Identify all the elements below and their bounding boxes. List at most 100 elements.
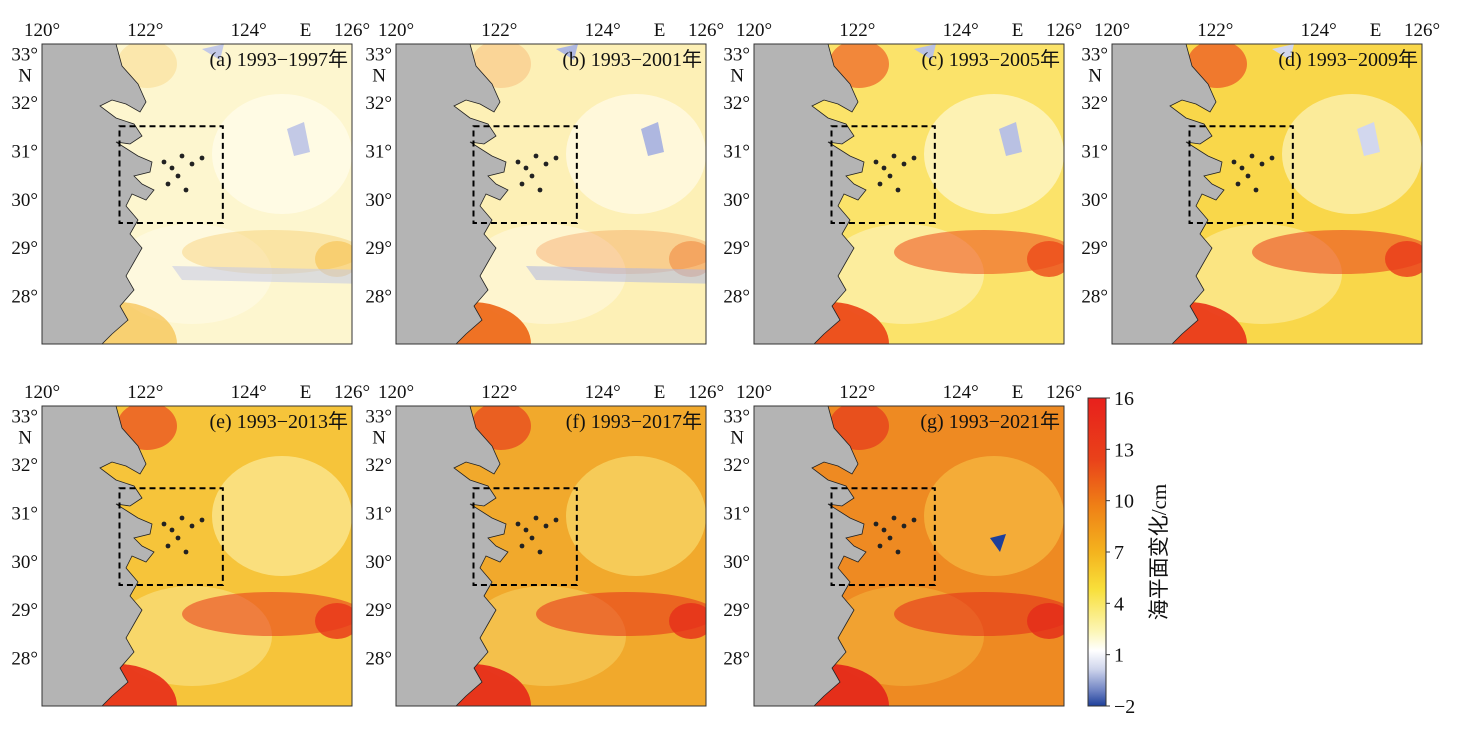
lat-tick-label: 29° <box>11 238 38 259</box>
lon-tick-label: 126° <box>1046 382 1082 403</box>
lat-tick-label: 30° <box>723 552 750 573</box>
island <box>519 543 525 549</box>
island <box>189 523 195 529</box>
lat-tick-label: 33° <box>365 407 392 428</box>
land <box>42 44 155 344</box>
lon-tick-label: 122° <box>839 20 875 41</box>
lon-tick-label: 120° <box>24 382 60 403</box>
island <box>887 535 893 541</box>
island <box>165 543 171 549</box>
lat-tick-label: 33° <box>11 45 38 66</box>
lat-hemisphere-label: N <box>372 66 386 87</box>
island <box>877 181 883 187</box>
warm-spot <box>1027 603 1064 639</box>
land <box>396 44 509 344</box>
lat-tick-label: 30° <box>11 190 38 211</box>
island <box>199 517 205 523</box>
island <box>169 527 175 533</box>
sea-patch <box>212 94 352 214</box>
lon-tick-label: 122° <box>481 20 517 41</box>
lon-tick-label: 122° <box>1197 20 1233 41</box>
island <box>891 515 897 521</box>
island <box>1259 161 1265 167</box>
island <box>543 161 549 167</box>
lon-tick-label: 124° <box>943 382 979 403</box>
island <box>1249 153 1255 159</box>
island <box>543 523 549 529</box>
lon-tick-label: 126° <box>334 20 370 41</box>
island <box>529 173 535 179</box>
sea-patch <box>924 456 1064 576</box>
island <box>1245 173 1251 179</box>
warm-spot <box>1385 241 1422 277</box>
panel-title: (f) 1993−2017年 <box>566 410 702 433</box>
sea-patch <box>566 456 706 576</box>
lat-tick-label: 31° <box>1081 141 1108 162</box>
island <box>169 165 175 171</box>
lon-tick-label: 124° <box>231 382 267 403</box>
island <box>515 159 521 165</box>
panel-frame <box>395 43 707 345</box>
lat-tick-label: 31° <box>365 141 392 162</box>
island <box>873 159 879 165</box>
lat-tick-label: 32° <box>723 93 750 114</box>
island <box>1231 159 1237 165</box>
lon-hemisphere-label: E <box>1012 382 1024 403</box>
lat-tick-label: 30° <box>723 190 750 211</box>
island <box>911 155 917 161</box>
lon-tick-label: 124° <box>585 382 621 403</box>
panel-title: (g) 1993−2021年 <box>920 410 1060 433</box>
island <box>895 549 901 555</box>
island <box>911 517 917 523</box>
lat-tick-label: 28° <box>723 287 750 308</box>
warm-band <box>536 592 706 636</box>
island <box>895 187 901 193</box>
island <box>183 549 189 555</box>
lon-tick-label: 120° <box>378 20 414 41</box>
study-area-box <box>118 125 224 225</box>
colorbar-tick-label: 7 <box>1114 542 1124 564</box>
study-area-box <box>472 125 578 225</box>
lon-tick-label: 122° <box>127 382 163 403</box>
colorbar-tick-label: 4 <box>1114 593 1124 615</box>
colorbar-label: 海平面变化/cm <box>1147 484 1171 621</box>
colorbar-tick-label: 10 <box>1114 491 1134 513</box>
map-panel-g: 120° 122° 124° 126° E 33° 32° 31° 30° 29° 28° N (g) … <box>723 382 1082 707</box>
land <box>754 44 867 344</box>
lat-tick-label: 33° <box>1081 45 1108 66</box>
lat-hemisphere-label: N <box>372 428 386 449</box>
lon-hemisphere-label: E <box>300 20 312 41</box>
lon-tick-label: 120° <box>378 382 414 403</box>
lat-tick-label: 30° <box>11 552 38 573</box>
warm-spot <box>669 603 706 639</box>
lon-tick-label: 126° <box>1046 20 1082 41</box>
island <box>901 161 907 167</box>
lat-tick-label: 28° <box>1081 287 1108 308</box>
warm-band <box>182 592 352 636</box>
lon-tick-label: 124° <box>1301 20 1337 41</box>
lon-hemisphere-label: E <box>1370 20 1382 41</box>
lon-tick-label: 124° <box>943 20 979 41</box>
island <box>179 515 185 521</box>
lat-tick-label: 32° <box>365 93 392 114</box>
lat-tick-label: 33° <box>723 407 750 428</box>
lon-tick-label: 120° <box>24 20 60 41</box>
negative-spot <box>202 44 224 60</box>
island <box>537 187 543 193</box>
island <box>523 527 529 533</box>
lat-tick-label: 33° <box>11 407 38 428</box>
island <box>515 521 521 527</box>
warm-band <box>536 230 706 274</box>
island <box>161 159 167 165</box>
land <box>754 406 867 706</box>
lat-tick-label: 31° <box>365 503 392 524</box>
map-panel-e: 120° 122° 124° 126° E 33° 32° 31° 30° 29° 28° N (e) … <box>11 382 370 707</box>
negative-spot <box>1272 44 1294 60</box>
study-area-box <box>830 125 936 225</box>
lon-tick-label: 120° <box>736 382 772 403</box>
warm-spot <box>1027 241 1064 277</box>
lat-tick-label: 29° <box>1081 238 1108 259</box>
sea-patch <box>924 94 1064 214</box>
island <box>1269 155 1275 161</box>
